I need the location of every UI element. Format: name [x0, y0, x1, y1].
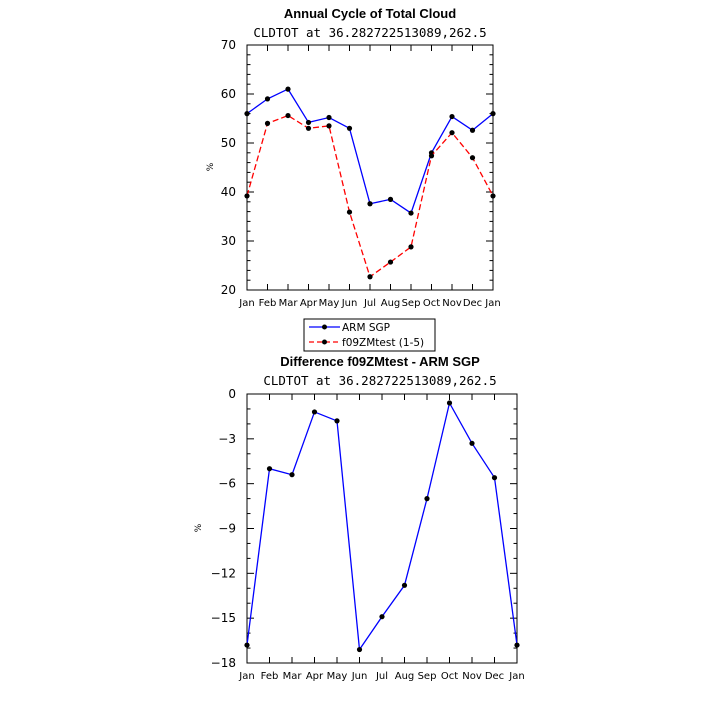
legend-marker-f09zmtest — [322, 339, 327, 345]
x-tick-label: Sep — [402, 298, 421, 309]
x-tick-label: Nov — [442, 298, 462, 309]
y-tick-label: 50 — [221, 136, 236, 150]
x-tick-label: Jan — [238, 671, 254, 682]
data-point — [446, 400, 453, 406]
x-tick-label: Apr — [300, 298, 318, 309]
y-tick-label: 40 — [221, 185, 236, 199]
data-point — [289, 472, 295, 478]
x-tick-label: Jun — [341, 298, 358, 309]
chart-title: Annual Cycle of Total Cloud — [284, 6, 456, 21]
y-tick-label: 60 — [221, 87, 236, 101]
chart-subtitle: CLDTOT at 36.282722513089,262.5 — [263, 373, 496, 388]
x-tick-label: May — [327, 671, 348, 682]
y-tick-label: −3 — [218, 432, 236, 446]
x-tick-label: Feb — [261, 671, 279, 682]
data-point — [311, 409, 318, 415]
data-point — [514, 642, 520, 648]
series-line-1 — [246, 401, 518, 652]
data-point — [346, 209, 353, 215]
x-tick-label: Oct — [423, 298, 440, 309]
chart-title: Difference f09ZMtest - ARM SGP — [280, 354, 480, 369]
data-point — [490, 111, 496, 117]
x-tick-label: Jan — [238, 298, 254, 309]
data-point — [401, 582, 408, 588]
data-point — [285, 112, 291, 119]
legend-box — [303, 318, 436, 352]
data-point — [244, 111, 250, 117]
difference-chart: Difference f09ZMtest - ARM SGP CLDTOT at… — [194, 354, 525, 682]
x-tick-label: Feb — [259, 298, 277, 309]
x-tick-label: Apr — [306, 671, 324, 682]
data-point — [244, 193, 250, 199]
x-tick-label: Dec — [485, 671, 504, 682]
data-point — [326, 123, 332, 129]
data-point — [356, 646, 363, 653]
chart-subtitle: CLDTOT at 36.282722513089,262.5 — [253, 25, 486, 40]
x-tick-label: Jan — [508, 671, 524, 682]
data-point — [326, 114, 332, 121]
legend-label-arm-sgp: ARM SGP — [342, 322, 390, 334]
legend: ARM SGP f09ZMtest (1-5) — [303, 318, 436, 352]
data-point — [387, 259, 394, 265]
plot-frame — [246, 393, 518, 664]
x-tick-label: Sep — [418, 671, 437, 682]
x-tick-label: Dec — [463, 298, 482, 309]
x-tick-label: Mar — [279, 298, 299, 309]
plot-frame — [246, 44, 494, 291]
data-point — [266, 466, 273, 472]
x-tick-label: Jun — [351, 671, 368, 682]
series-line-2 — [246, 114, 494, 278]
data-point — [379, 614, 385, 620]
y-tick-label: −12 — [211, 566, 236, 580]
data-point — [469, 127, 476, 133]
x-tick-label: Jul — [375, 671, 388, 682]
data-point — [424, 496, 430, 502]
y-axis-label: % — [194, 523, 204, 532]
data-point — [334, 418, 340, 424]
data-point — [305, 125, 312, 131]
x-tick-label: Nov — [462, 671, 482, 682]
annual-cycle-chart: Annual Cycle of Total Cloud CLDTOT at 36… — [206, 6, 501, 352]
data-point — [469, 155, 476, 161]
x-tick-label: Aug — [381, 298, 401, 309]
x-tick-label: May — [319, 298, 340, 309]
series-line-1 — [246, 88, 494, 215]
data-point — [490, 193, 496, 199]
y-tick-label: 30 — [221, 234, 236, 248]
data-point — [491, 475, 498, 481]
y-axis-label: % — [206, 162, 216, 171]
y-tick-label: −15 — [211, 611, 236, 625]
y-tick-label: −9 — [218, 522, 236, 536]
data-point — [305, 119, 312, 126]
data-point — [264, 120, 271, 126]
x-tick-label: Mar — [283, 671, 303, 682]
data-point — [428, 153, 435, 159]
y-tick-label: −6 — [218, 477, 236, 491]
data-point — [449, 113, 455, 120]
x-tick-label: Jul — [363, 298, 376, 309]
data-point — [387, 196, 394, 202]
data-point — [408, 210, 414, 216]
x-tick-label: Aug — [395, 671, 415, 682]
data-point — [285, 86, 291, 92]
data-point — [449, 130, 455, 136]
legend-label-f09zmtest: f09ZMtest (1-5) — [342, 337, 424, 349]
data-point — [367, 274, 373, 280]
y-tick-label: 20 — [221, 283, 236, 297]
data-point — [469, 440, 475, 446]
legend-marker-arm-sgp — [322, 324, 327, 330]
data-point — [346, 125, 353, 131]
x-tick-label: Oct — [441, 671, 458, 682]
data-point — [264, 96, 271, 102]
data-point — [408, 244, 414, 250]
y-tick-label: 70 — [221, 38, 236, 52]
y-tick-label: −18 — [211, 656, 236, 670]
data-point — [367, 201, 373, 207]
data-point — [244, 642, 250, 648]
x-tick-label: Jan — [484, 298, 500, 309]
y-tick-label: 0 — [228, 387, 236, 401]
